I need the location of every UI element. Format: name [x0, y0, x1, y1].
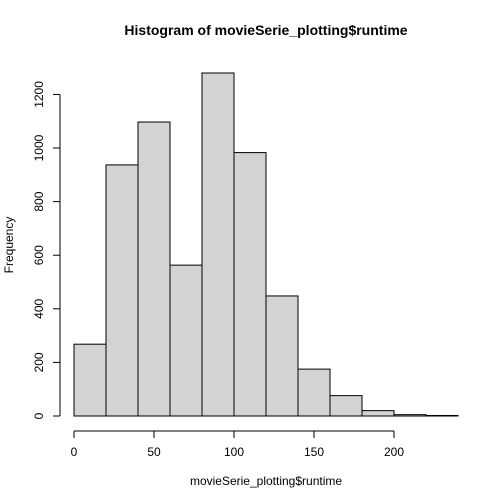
bars-group	[73, 72, 459, 417]
y-tick-label: 400	[32, 298, 46, 318]
histogram-bar	[265, 295, 299, 417]
histogram-bar	[201, 72, 235, 417]
histogram-bar	[329, 395, 363, 417]
y-tick-label: 800	[32, 191, 46, 211]
x-tick-label: 0	[71, 445, 78, 459]
x-tick-label: 200	[384, 445, 404, 459]
histogram-bar	[425, 414, 459, 417]
y-axis: 0 200 400 600 800 1000 1200	[32, 81, 61, 419]
histogram-bar	[233, 152, 267, 417]
histogram-bar	[137, 121, 171, 417]
histogram-bar	[393, 414, 427, 417]
y-tick-label: 1000	[32, 134, 46, 161]
y-tick-label: 200	[32, 352, 46, 372]
histogram-bar	[297, 368, 331, 417]
x-tick-label: 100	[224, 445, 244, 459]
x-tick-label: 150	[304, 445, 324, 459]
histogram-bar	[361, 410, 395, 417]
y-axis-label: Frequency	[2, 217, 16, 274]
x-axis-label: movieSerie_plotting$runtime	[190, 474, 342, 488]
y-tick-label: 0	[32, 412, 46, 419]
y-tick-label: 600	[32, 245, 46, 265]
histogram-bar	[105, 164, 139, 417]
histogram-bar	[73, 343, 107, 417]
y-tick-label: 1200	[32, 81, 46, 108]
x-axis: 0 50 100 150 200	[71, 430, 404, 459]
chart-title: Histogram of movieSerie_plotting$runtime	[124, 22, 407, 38]
histogram-bar	[169, 264, 203, 417]
x-tick-label: 50	[147, 445, 161, 459]
